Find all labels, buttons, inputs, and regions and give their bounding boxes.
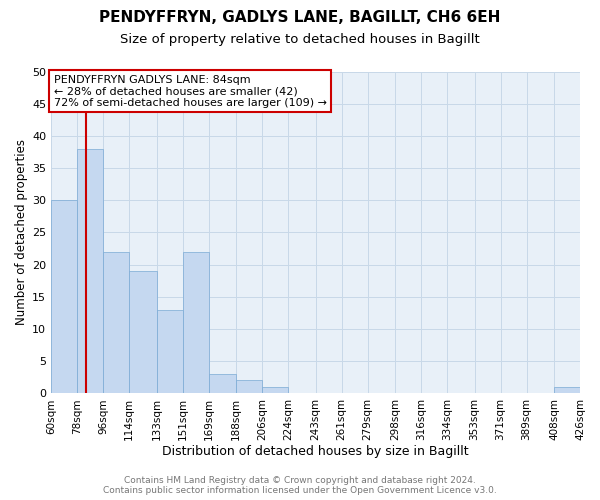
Bar — [209, 374, 236, 394]
Bar — [262, 387, 288, 394]
Bar — [554, 387, 580, 394]
Bar — [129, 271, 157, 394]
Bar — [103, 252, 129, 394]
X-axis label: Distribution of detached houses by size in Bagillt: Distribution of detached houses by size … — [162, 444, 469, 458]
Bar — [236, 380, 262, 394]
Text: Size of property relative to detached houses in Bagillt: Size of property relative to detached ho… — [120, 32, 480, 46]
Y-axis label: Number of detached properties: Number of detached properties — [15, 140, 28, 326]
Text: PENDYFFRYN GADLYS LANE: 84sqm
← 28% of detached houses are smaller (42)
72% of s: PENDYFFRYN GADLYS LANE: 84sqm ← 28% of d… — [54, 74, 327, 108]
Text: Contains HM Land Registry data © Crown copyright and database right 2024.
Contai: Contains HM Land Registry data © Crown c… — [103, 476, 497, 495]
Bar — [157, 310, 182, 394]
Text: PENDYFFRYN, GADLYS LANE, BAGILLT, CH6 6EH: PENDYFFRYN, GADLYS LANE, BAGILLT, CH6 6E… — [100, 10, 500, 25]
Bar — [77, 148, 103, 394]
Bar — [51, 200, 77, 394]
Bar — [182, 252, 209, 394]
